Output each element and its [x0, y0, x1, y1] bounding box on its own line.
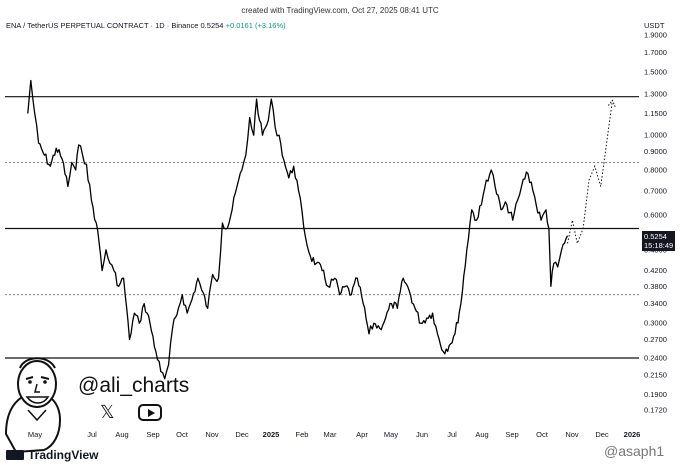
- y-tick-label: 1.7000: [644, 48, 667, 57]
- x-tick-label: Oct: [536, 430, 549, 439]
- y-tick-label: 0.9000: [644, 147, 667, 156]
- y-tick-label: 1.5000: [644, 67, 667, 76]
- avatar: [4, 357, 62, 454]
- x-tick-label: May: [28, 430, 42, 439]
- y-tick-label: 0.2700: [644, 335, 667, 344]
- y-tick-label: 0.6000: [644, 210, 667, 219]
- y-tick-label: 0.1720: [644, 406, 667, 415]
- y-tick-label: 0.4200: [644, 266, 667, 275]
- y-tick-label: 1.1500: [644, 109, 667, 118]
- currency-label: USDT: [644, 21, 665, 30]
- x-tick-label: Sep: [505, 430, 518, 439]
- y-tick-label: 0.1900: [644, 390, 667, 399]
- projection-line: [567, 100, 613, 246]
- x-tick-label: 2026: [624, 430, 641, 439]
- x-tick-label: Aug: [115, 430, 128, 439]
- y-axis: 1.9000 1.7000 1.5000 1.3000 1.1500 1.0000 0.90…: [644, 31, 667, 415]
- symbol-price: 0.5254: [200, 21, 224, 30]
- symbol-name: ENA / TetherUS PERPETUAL CONTRACT · 1D ·…: [6, 21, 199, 30]
- symbol-change: +0.0161 (+3.16%): [225, 21, 286, 30]
- x-tick-label: Oct: [176, 430, 189, 439]
- price-series: [27, 79, 569, 380]
- x-tick-label: Jul: [87, 430, 97, 439]
- created-caption: created with TradingView.com, Oct 27, 20…: [241, 6, 439, 15]
- y-tick-label: 0.3400: [644, 299, 667, 308]
- tradingview-logo-text: TradingView: [28, 448, 99, 462]
- price-tag: 0.5254 15:18:49: [642, 231, 676, 251]
- x-tick-label: Nov: [205, 430, 219, 439]
- y-tick-label: 0.2150: [644, 371, 667, 380]
- x-tick-label: May: [384, 430, 398, 439]
- price-tag-value: 0.5254: [644, 232, 667, 241]
- x-tick-label: Aug: [475, 430, 488, 439]
- y-tick-label: 0.3000: [644, 319, 667, 328]
- y-tick-label: 1.3000: [644, 90, 667, 99]
- series-line: [27, 79, 569, 380]
- projection-arrowhead: [607, 99, 616, 108]
- price-tag-countdown: 15:18:49: [644, 241, 674, 250]
- y-tick-label: 0.3800: [644, 282, 667, 291]
- y-tick-label: 0.8000: [644, 166, 667, 175]
- support-resistance-levels: [5, 96, 639, 359]
- author-handle: @ali_charts: [78, 374, 190, 397]
- x-tick-label: Apr: [356, 430, 368, 439]
- x-tick-label: Dec: [235, 430, 249, 439]
- x-tick-label: Jun: [416, 430, 428, 439]
- x-tick-label: 2025: [263, 430, 280, 439]
- y-tick-label: 1.9000: [644, 31, 667, 40]
- x-logo-icon: 𝕏: [100, 402, 115, 422]
- x-tick-label: Jul: [447, 430, 457, 439]
- x-tick-label: Dec: [595, 430, 609, 439]
- x-tick-label: Nov: [565, 430, 579, 439]
- x-tick-label: Sep: [146, 430, 159, 439]
- x-tick-label: Feb: [296, 430, 309, 439]
- x-tick-label: Mar: [324, 430, 337, 439]
- x-axis: May Jul Aug Sep Oct Nov Dec 2025 Feb Mar Apr May Jun…: [28, 430, 640, 439]
- play-button-icon: [138, 404, 162, 421]
- y-tick-label: 1.0000: [644, 131, 667, 140]
- symbol-legend: ENA / TetherUS PERPETUAL CONTRACT · 1D ·…: [6, 21, 286, 30]
- projection-path: [567, 99, 616, 246]
- tradingview-mark-icon: [6, 450, 24, 460]
- watermark: @asaph1: [604, 443, 665, 459]
- tradingview-logo: TradingView: [6, 448, 98, 462]
- y-tick-label: 0.7000: [644, 186, 667, 195]
- y-tick-label: 0.2400: [644, 354, 667, 363]
